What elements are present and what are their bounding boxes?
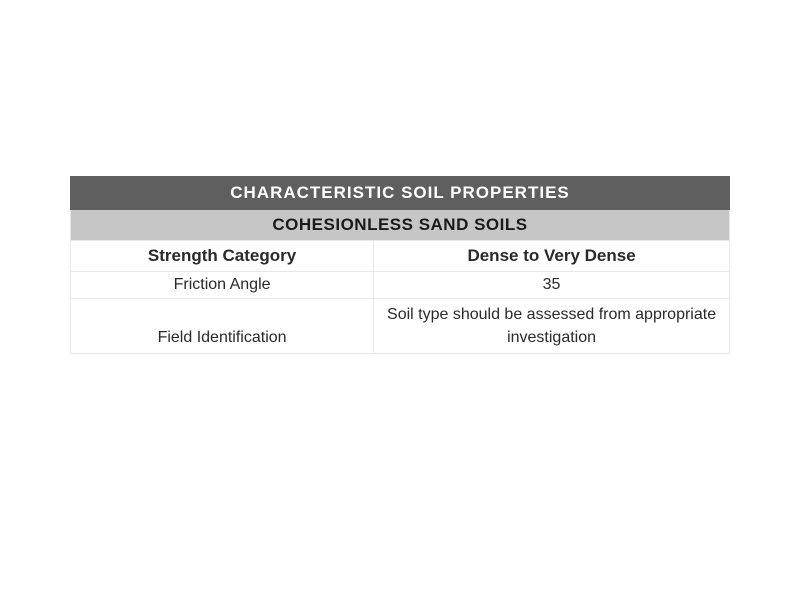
row-value: 35 [374,272,730,299]
table: CHARACTERISTIC SOIL PROPERTIES COHESIONL… [70,176,730,354]
column-header-left: Strength Category [71,241,374,272]
table-row: Field Identification Soil type should be… [71,299,730,354]
table-subtitle: COHESIONLESS SAND SOILS [71,210,730,241]
table-header-row: Strength Category Dense to Very Dense [71,241,730,272]
soil-properties-table: CHARACTERISTIC SOIL PROPERTIES COHESIONL… [70,176,730,354]
row-label: Field Identification [71,299,374,354]
row-label: Friction Angle [71,272,374,299]
column-header-right: Dense to Very Dense [374,241,730,272]
table-title-row: CHARACTERISTIC SOIL PROPERTIES [71,177,730,210]
row-value: Soil type should be assessed from approp… [374,299,730,354]
table-row: Friction Angle 35 [71,272,730,299]
table-title: CHARACTERISTIC SOIL PROPERTIES [71,177,730,210]
table-subtitle-row: COHESIONLESS SAND SOILS [71,210,730,241]
